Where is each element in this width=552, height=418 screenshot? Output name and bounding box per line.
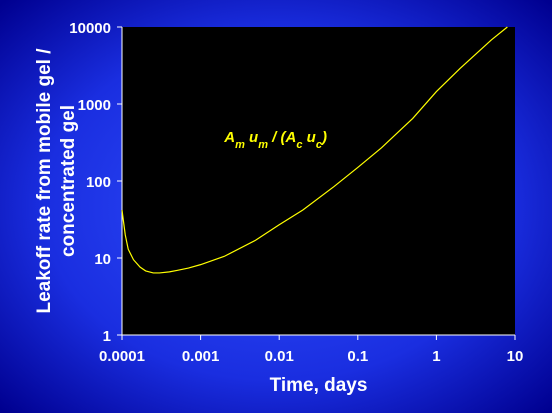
annotation-subscript: m: [235, 139, 245, 151]
y-tick-label: 10: [94, 251, 111, 268]
data-line: [121, 26, 508, 274]
y-tick-label: 100: [86, 174, 111, 191]
annotation-subscript: c: [296, 139, 302, 151]
x-axis-label: Time, days: [270, 375, 368, 396]
x-tick-label: 0.0001: [99, 348, 145, 365]
y-tick-label: 10000: [69, 20, 111, 37]
annotation-subscript: c: [316, 139, 322, 151]
x-tick-label: 0.01: [265, 348, 294, 365]
annotation-text: u: [245, 129, 258, 146]
annotation: Am um / (Ac uc): [223, 129, 327, 151]
y-axis-label: Leakoff rate from mobile gel /: [34, 48, 55, 314]
y-axis-label: concentrated gel: [58, 105, 79, 257]
x-tick-label: 0.1: [347, 348, 368, 365]
annotation-text: u: [302, 129, 315, 146]
annotation-text: ): [320, 129, 327, 146]
x-tick-label: 1: [432, 348, 440, 365]
x-tick-label: 0.001: [182, 348, 220, 365]
annotation-text: / (A: [268, 129, 296, 146]
plot-area: [122, 27, 515, 335]
annotation-text: A: [223, 129, 235, 146]
annotation-subscript: m: [258, 139, 268, 151]
y-tick-label: 1000: [78, 97, 111, 114]
x-tick-label: 10: [507, 348, 524, 365]
y-tick-label: 1: [103, 328, 111, 345]
